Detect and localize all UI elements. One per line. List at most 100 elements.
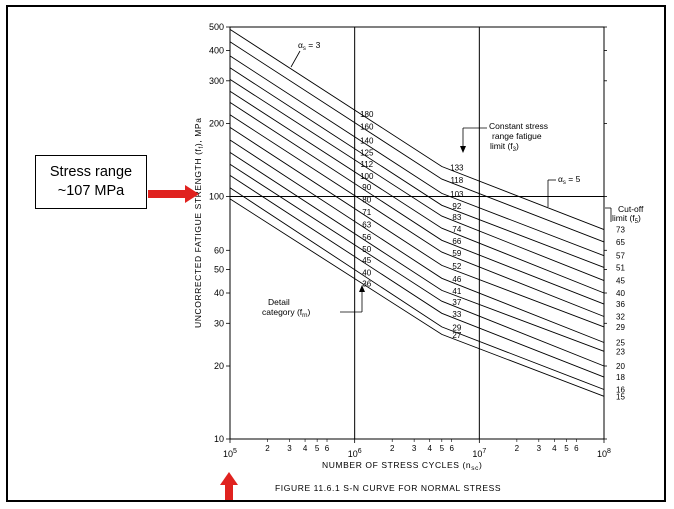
category-label-90: 90 — [362, 183, 371, 192]
f3-label-160: 118 — [450, 176, 463, 185]
sn-line-125 — [229, 67, 605, 268]
sn-line-160 — [229, 41, 605, 243]
x-minor-label-2-6: 6 — [574, 444, 579, 453]
cutoff-limit-line1: Cut-off — [618, 204, 644, 214]
category-label-50: 50 — [362, 245, 371, 254]
y-tick-label-60: 60 — [214, 245, 224, 255]
detail-arrow — [359, 285, 365, 292]
x-minor-label-1-6: 6 — [449, 444, 454, 453]
category-label-56: 56 — [362, 233, 371, 242]
constant-limit-line3: limit (f3) — [490, 141, 519, 153]
y-tick-label-20: 20 — [214, 361, 224, 371]
x-minor-label-1-2: 2 — [390, 444, 395, 453]
category-label-140: 140 — [360, 137, 374, 146]
constant-limit-line2: range fatigue — [492, 131, 542, 141]
f3-label-63: 46 — [452, 275, 461, 284]
f3-label-180: 133 — [450, 163, 464, 172]
sn-line-50 — [229, 163, 605, 367]
f3-label-90: 66 — [452, 237, 461, 246]
f3-label-80: 59 — [452, 249, 461, 258]
f5-label-56: 23 — [616, 347, 625, 356]
category-label-180: 180 — [360, 110, 374, 119]
sn-line-56 — [229, 152, 605, 352]
f3-label-56: 41 — [452, 287, 461, 296]
category-label-112: 112 — [360, 160, 373, 169]
category-label-45: 45 — [362, 256, 371, 265]
x-tick-label-1e7: 107 — [472, 448, 486, 459]
sn-line-36 — [229, 198, 605, 397]
category-label-71: 71 — [362, 208, 371, 217]
f5-label-125: 51 — [616, 263, 625, 272]
y-tick-label-50: 50 — [214, 264, 224, 274]
alpha-3-leader — [290, 50, 301, 68]
sn-line-63 — [229, 139, 605, 343]
y-tick-label-500: 500 — [209, 22, 224, 32]
f5-label-160: 65 — [616, 238, 625, 247]
x-minor-label-2-3: 3 — [537, 444, 542, 453]
f3-label-45: 33 — [452, 310, 461, 319]
constant-limit-line1: Constant stress — [489, 121, 548, 131]
sn-line-45 — [229, 175, 605, 378]
stress-range-arrow — [148, 185, 199, 203]
f5-label-63: 25 — [616, 338, 625, 347]
f5-label-140: 57 — [616, 252, 625, 261]
category-label-63: 63 — [362, 221, 371, 230]
y-tick-label-40: 40 — [214, 288, 224, 298]
category-label-36: 36 — [362, 280, 371, 289]
detail-category-line1: Detail — [268, 297, 290, 307]
f5-label-90: 36 — [616, 300, 625, 309]
f3-label-125: 92 — [452, 202, 461, 211]
f3-label-71: 52 — [452, 262, 461, 271]
x-tick-label-1e5: 105 — [223, 448, 237, 459]
x-minor-label-1-3: 3 — [412, 444, 417, 453]
y-tick-label-100: 100 — [209, 192, 224, 202]
f3-label-40: 29 — [452, 324, 461, 333]
x-minor-label-2-5: 5 — [564, 444, 569, 453]
x-minor-label-0-4: 4 — [303, 444, 308, 453]
cutoff-limit-line2: limit (f5) — [612, 213, 641, 225]
x-minor-label-0-6: 6 — [325, 444, 330, 453]
x-minor-label-1-5: 5 — [440, 444, 445, 453]
f3-label-112: 83 — [452, 213, 461, 222]
sn-line-180 — [229, 29, 605, 231]
category-label-100: 100 — [360, 172, 374, 181]
f3-label-140: 103 — [450, 190, 464, 199]
sn-line-100 — [229, 90, 605, 294]
x-minor-label-2-2: 2 — [515, 444, 520, 453]
label-layer: 500 400 300 200 100 60 50 40 30 20 10 105 106 107 108 2… — [209, 22, 625, 459]
f5-label-80: 32 — [616, 313, 625, 322]
figure-caption: FIGURE 11.6.1 S-N CURVE FOR NORMAL STRES… — [275, 483, 501, 493]
f5-label-100: 40 — [616, 289, 625, 298]
sn-line-140 — [229, 55, 605, 257]
x-minor-label-0-5: 5 — [315, 444, 320, 453]
alpha-5-label: αs = 5 — [558, 174, 581, 186]
y-axis-title: UNCORRECTED FATIGUE STRENGTH (ff), MPa — [193, 117, 205, 328]
f5-label-180: 73 — [616, 226, 625, 235]
sn-line-40 — [229, 187, 605, 390]
figure-frame — [6, 5, 666, 502]
f3-label-100: 74 — [452, 225, 461, 234]
category-label-125: 125 — [360, 148, 374, 157]
detail-category-line2: category (frn) — [262, 307, 311, 319]
x-tick-label-1e8: 108 — [597, 448, 611, 459]
y-tick-label-300: 300 — [209, 76, 224, 86]
x-minor-label-2-4: 4 — [552, 444, 557, 453]
f5-label-40: 16 — [616, 386, 625, 395]
series-layer — [229, 29, 605, 397]
plot-frame — [229, 26, 605, 440]
y-tick-label-200: 200 — [209, 119, 224, 129]
x-minor-label-0-2: 2 — [265, 444, 270, 453]
f3-label-36: 27 — [452, 331, 461, 340]
callout-line2: ~107 MPa — [57, 183, 125, 199]
f3-label-50: 37 — [452, 298, 461, 307]
axes-layer — [226, 26, 607, 443]
constant-limit-arrow — [460, 146, 466, 153]
y-tick-label-30: 30 — [214, 318, 224, 328]
cycles-arrow — [220, 472, 238, 500]
x-tick-label-1e6: 106 — [348, 448, 362, 459]
callout-line1: Stress range — [49, 164, 133, 180]
f5-label-36: 15 — [616, 392, 625, 401]
f5-label-112: 45 — [616, 277, 625, 286]
